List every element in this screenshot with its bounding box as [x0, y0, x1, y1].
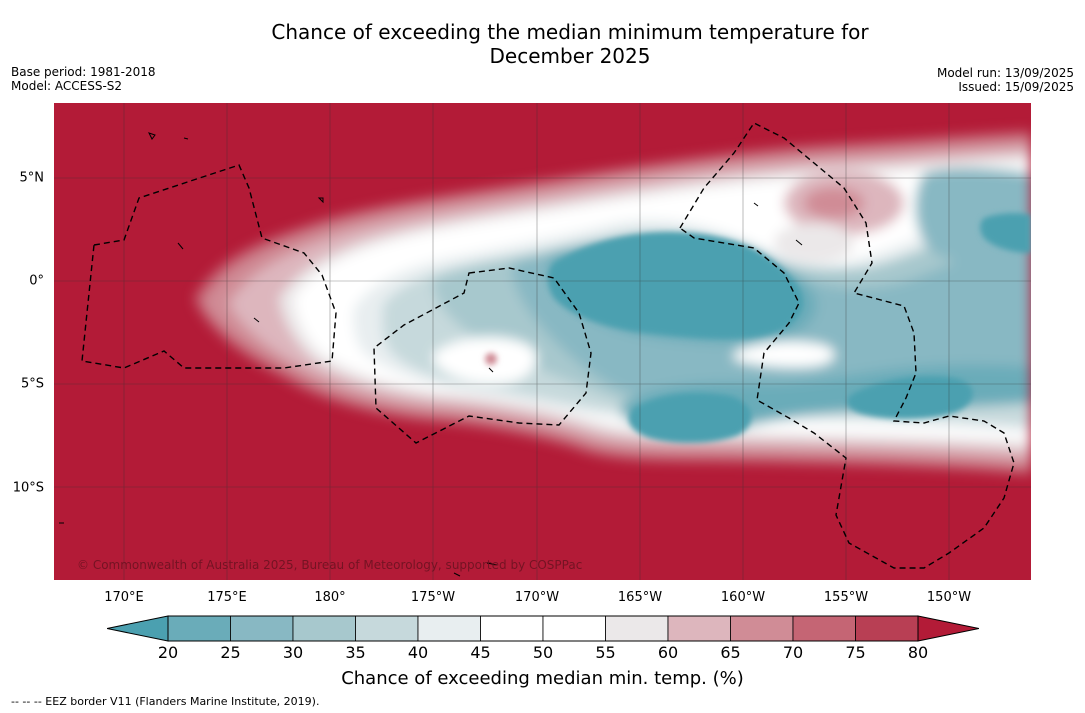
colorbar-tick-label: 45 — [470, 643, 491, 662]
eez-borders — [81, 122, 1015, 569]
colorbar-label: Chance of exceeding median min. temp. (%… — [341, 668, 744, 689]
model-name: Model: ACCESS-S2 — [11, 79, 123, 93]
colorbar-segment — [542, 615, 606, 642]
lon-label: 165°W — [617, 590, 663, 605]
lon-label: 175°E — [207, 590, 247, 605]
colorbar — [107, 615, 979, 642]
lat-label: 5°S — [20, 376, 44, 392]
lat-label: 5°N — [19, 170, 45, 186]
colorbar-arrow-high — [917, 615, 979, 642]
issued-date: Issued: 15/09/2025 — [958, 80, 1074, 94]
colorbar-segment — [230, 615, 294, 642]
lat-label: 0° — [29, 273, 44, 289]
colorbar-tick-label: 50 — [532, 643, 554, 662]
colorbar-segment — [355, 615, 419, 642]
colorbar-tick-label: 55 — [595, 643, 616, 662]
lon-label: 150°W — [926, 590, 972, 605]
lon-label: 180° — [314, 590, 346, 605]
probability-map — [54, 103, 1031, 580]
colorbar-segment — [730, 615, 794, 642]
colorbar-tick-label: 60 — [657, 643, 679, 662]
colorbar-tick-label: 70 — [782, 643, 804, 662]
graticule — [54, 103, 1031, 580]
colorbar-segment — [417, 615, 481, 642]
model-run-date: Model run: 13/09/2025 — [936, 66, 1074, 80]
colorbar-tick-label: 30 — [282, 643, 304, 662]
colorbar-segment — [292, 615, 356, 642]
lon-label: 175°W — [410, 590, 456, 605]
lon-label: 170°E — [104, 590, 144, 605]
chart-title: Chance of exceeding the median minimum t… — [0, 20, 1085, 68]
title-line-1: Chance of exceeding the median minimum t… — [271, 20, 869, 44]
colorbar-arrow-low — [107, 615, 169, 642]
run-info: Model run: 13/09/2025 Issued: 15/09/2025 — [937, 66, 1074, 94]
colorbar-tick-label: 80 — [907, 643, 929, 662]
lon-label: 160°W — [720, 590, 766, 605]
colorbar-tick-label: 40 — [407, 643, 429, 662]
colorbar-segment — [667, 615, 731, 642]
colorbar-segment — [480, 615, 544, 642]
lon-label: 170°W — [514, 590, 560, 605]
base-info: Base period: 1981-2018 Model: ACCESS-S2 — [11, 65, 156, 93]
colorbar-tick-label: 25 — [220, 643, 241, 662]
islands — [59, 132, 803, 577]
base-period: Base period: 1981-2018 — [11, 65, 156, 79]
title-line-2: December 2025 — [489, 44, 651, 68]
colorbar-tick-label: 35 — [345, 643, 366, 662]
colorbar-segment — [792, 615, 856, 642]
eez-legend-note: -- -- -- EEZ border V11 (Flanders Marine… — [11, 695, 320, 708]
colorbar-segment — [855, 615, 919, 642]
lat-label: 10°S — [12, 480, 44, 496]
colorbar-segment — [167, 615, 231, 642]
copyright-credit: © Commonwealth of Australia 2025, Bureau… — [77, 558, 583, 572]
colorbar-tick-label: 75 — [845, 643, 866, 662]
colorbar-tick-label: 65 — [720, 643, 741, 662]
probability-core — [485, 213, 1031, 443]
colorbar-segment — [605, 615, 669, 642]
lon-label: 155°W — [823, 590, 869, 605]
colorbar-tick-label: 20 — [157, 643, 179, 662]
